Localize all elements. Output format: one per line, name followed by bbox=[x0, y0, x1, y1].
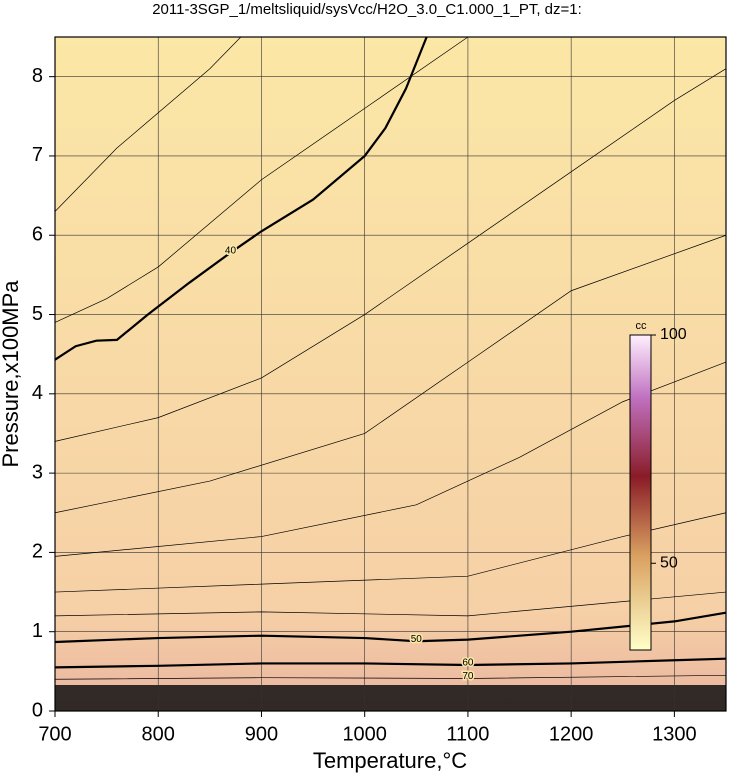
y-tick-label: 1 bbox=[32, 620, 43, 642]
x-tick-label: 1200 bbox=[549, 723, 594, 745]
x-tick-label: 700 bbox=[38, 723, 71, 745]
colorbar bbox=[629, 334, 652, 651]
y-tick-label: 3 bbox=[32, 461, 43, 483]
x-axis-label: Temperature,°C bbox=[313, 748, 467, 773]
y-tick-label: 8 bbox=[32, 65, 43, 87]
plot-frame bbox=[54, 36, 727, 712]
colorbar-tick-label: 50 bbox=[660, 554, 678, 571]
y-tick-label: 4 bbox=[32, 382, 43, 404]
contour-line bbox=[54, 512, 727, 593]
y-tick-label: 7 bbox=[32, 144, 43, 166]
contour-label: 50 bbox=[411, 634, 423, 645]
y-tick-label: 0 bbox=[32, 699, 43, 721]
contour-line bbox=[54, 36, 428, 361]
colorbar-label: cc bbox=[636, 320, 648, 332]
contour-line bbox=[54, 68, 727, 442]
contour-label: 60 bbox=[462, 658, 474, 669]
x-tick-label: 900 bbox=[245, 723, 278, 745]
contour-line bbox=[54, 674, 727, 680]
contour-line bbox=[54, 591, 727, 617]
plot-background bbox=[55, 37, 726, 711]
chart-title: 2011-3SGP_1/meltsliquid/sysVcc/H2O_3.0_C… bbox=[152, 1, 582, 18]
y-tick-label: 2 bbox=[32, 541, 43, 563]
contour-label: 70 bbox=[462, 671, 474, 682]
contour-line bbox=[54, 234, 727, 514]
contour-line bbox=[54, 36, 469, 323]
y-tick-label: 5 bbox=[32, 303, 43, 325]
contour-line bbox=[54, 36, 242, 212]
colorbar-tick-label: 100 bbox=[660, 326, 687, 343]
x-tick-label: 1300 bbox=[652, 723, 697, 745]
contour-label: 40 bbox=[225, 245, 237, 256]
contour-line bbox=[54, 657, 727, 669]
x-tick-label: 1100 bbox=[446, 723, 489, 745]
y-axis-label: Pressure,x100MPa bbox=[0, 280, 23, 468]
dense-contour-band bbox=[55, 685, 726, 711]
x-tick-label: 800 bbox=[142, 723, 175, 745]
y-tick-label: 6 bbox=[32, 224, 43, 246]
x-tick-label: 1000 bbox=[342, 723, 387, 745]
